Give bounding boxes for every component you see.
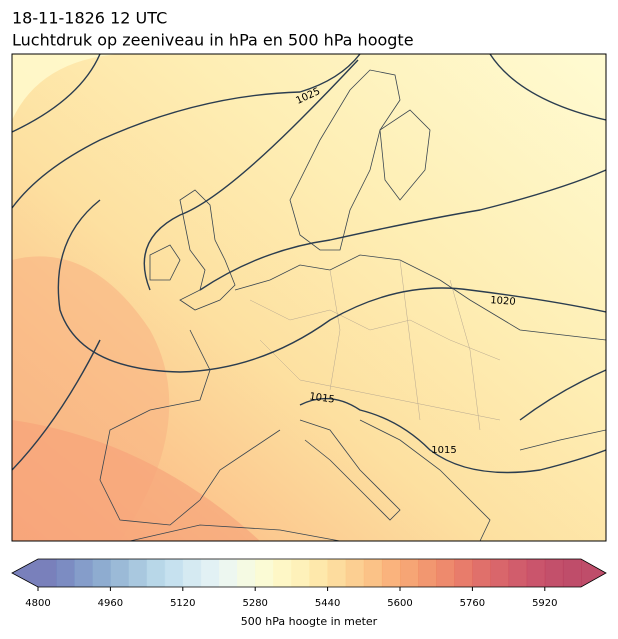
colorbar-segment: [381, 559, 401, 587]
colorbar-segment: [146, 559, 166, 587]
colorbar-label: 500 hPa hoogte in meter: [241, 615, 378, 628]
colorbar-tick-label: 5760: [460, 598, 485, 609]
contour-label: 1020: [490, 295, 516, 308]
colorbar-segment: [436, 559, 455, 587]
colorbar-extend-min: [12, 559, 38, 587]
colorbar-segment: [255, 559, 274, 587]
contour-label: 1015: [309, 391, 336, 405]
map: [12, 54, 606, 541]
map-frame: [11, 53, 607, 542]
colorbar-segment: [291, 559, 310, 587]
colorbar-segment: [128, 559, 148, 587]
colorbar-tick-label: 5600: [387, 598, 412, 609]
colorbar-segment: [74, 559, 93, 587]
colorbar-segment: [182, 559, 202, 587]
colorbar-segment: [110, 559, 129, 587]
colorbar-segment: [490, 559, 510, 587]
colorbar-segment: [56, 559, 75, 587]
colorbar-segment: [562, 559, 582, 587]
colorbar-tick-label: 5120: [170, 598, 195, 609]
colorbar-segment: [92, 559, 111, 587]
colorbar-segment: [200, 559, 220, 587]
colorbar-segment: [526, 559, 546, 587]
colorbar-segment: [327, 559, 347, 587]
contour-label: 1015: [431, 445, 456, 456]
colorbar-tick-label: 5280: [242, 598, 267, 609]
colorbar-segment: [508, 559, 528, 587]
colorbar-outline: [11, 558, 607, 588]
colorbar-segment: [454, 559, 473, 587]
colorbar-tick-label: 5920: [532, 598, 557, 609]
colorbar-segment: [219, 559, 238, 587]
colorbar-segment: [273, 559, 292, 587]
colorbar-segment: [38, 559, 57, 587]
colorbar-segment: [418, 559, 437, 587]
colorbar-segment: [400, 559, 419, 587]
colorbar-tick-label: 4960: [98, 598, 123, 609]
colorbar-segment: [237, 559, 256, 587]
colorbar-tick-label: 5440: [315, 598, 340, 609]
colorbar-extend-max: [581, 559, 606, 587]
colorbar-segment: [164, 559, 184, 587]
colorbar-segment: [544, 559, 564, 587]
colorbar-segment: [309, 559, 329, 587]
colorbar-tick-label: 4800: [25, 598, 50, 609]
colorbar-segment: [363, 559, 383, 587]
title: 18-11-1826 12 UTC: [12, 9, 167, 28]
colorbar-segment: [472, 559, 491, 587]
subtitle: Luchtdruk op zeeniveau in hPa en 500 hPa…: [12, 31, 414, 50]
colorbar-segment: [345, 559, 365, 587]
